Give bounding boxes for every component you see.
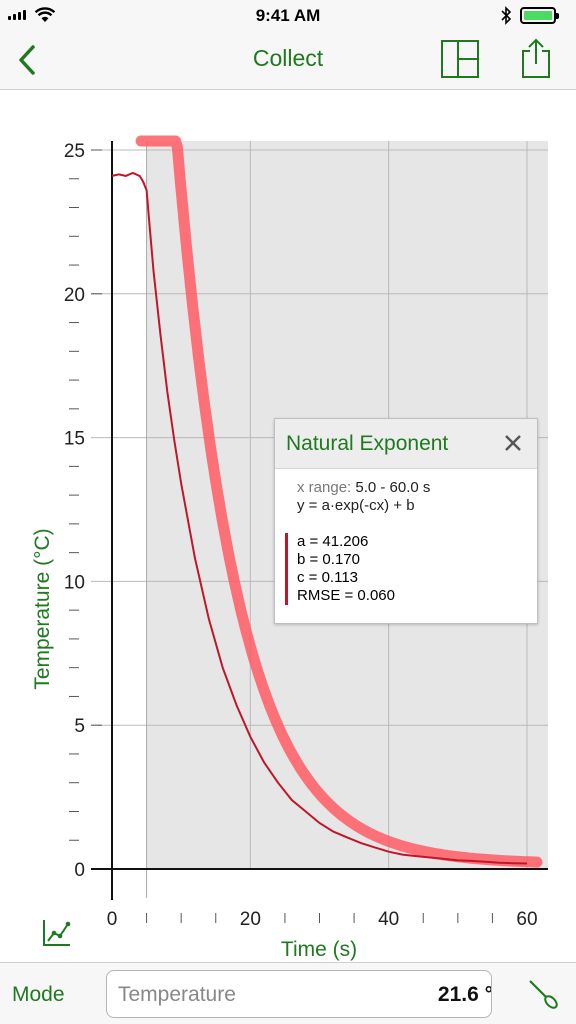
y-tick-label: 5 [74, 716, 85, 737]
curve-fit-panel-header: Natural Exponent [275, 419, 537, 469]
y-axis-label[interactable]: Temperature (°C) [31, 528, 54, 689]
rmse: RMSE = 0.060 [297, 587, 395, 604]
status-time: 9:41 AM [255, 6, 321, 25]
fit-curve [135, 135, 543, 868]
nav-bar: Collect [0, 32, 576, 90]
x-tick-label: 20 [240, 909, 261, 930]
layout-icon[interactable] [440, 39, 480, 79]
data-series-line [111, 171, 528, 865]
fit-parameters: a = 41.206 b = 0.170 c = 0.113 RMSE = 0.… [285, 533, 537, 605]
x-tick-label: 0 [107, 909, 118, 930]
x-range-row: x range: 5.0 - 60.0 s [297, 479, 537, 497]
wifi-icon [34, 7, 56, 22]
meter-value: 21.6 ° [437, 983, 492, 1006]
page-title: Collect [252, 45, 324, 71]
x-range-label: x range: [297, 479, 352, 496]
probe-icon[interactable] [526, 977, 562, 1013]
y-tick-label: 10 [64, 572, 85, 593]
x-tick-label: 60 [516, 909, 537, 930]
y-tick-label: 0 [74, 860, 85, 881]
meter-label: Temperature [118, 983, 236, 1006]
y-tick-label: 25 [64, 141, 85, 162]
param-b: b = 0.170 [297, 551, 360, 568]
x-range-value: 5.0 - 60.0 s [355, 479, 431, 496]
curve-fit-details: x range: 5.0 - 60.0 s y = a·exp(-cx) + b… [275, 469, 537, 605]
back-chevron-icon[interactable] [12, 42, 42, 78]
curve-fit-title[interactable]: Natural Exponent [286, 432, 449, 455]
curve-fit-panel: Natural Exponent x range: 5.0 - 60.0 s y… [274, 418, 538, 624]
signal-icon [8, 10, 26, 20]
fit-equation: y = a·exp(-cx) + b [297, 497, 415, 514]
mode-button[interactable]: Mode [12, 983, 65, 1006]
y-tick-label: 15 [64, 429, 85, 450]
param-c: c = 0.113 [297, 569, 359, 586]
minor-ticks [69, 149, 493, 923]
bottom-toolbar: Mode Temperature 21.6 ° [0, 962, 576, 1024]
y-tick-label: 20 [64, 285, 85, 306]
close-icon[interactable] [503, 433, 523, 453]
sensor-meter[interactable]: Temperature 21.6 ° [106, 970, 492, 1018]
status-bar: 9:41 AM [0, 0, 576, 32]
param-a: a = 41.206 [297, 533, 369, 550]
graph-options-icon[interactable] [43, 920, 71, 946]
battery-icon [520, 7, 559, 24]
bluetooth-icon [501, 6, 512, 25]
share-icon[interactable] [518, 37, 554, 79]
x-tick-label: 40 [378, 909, 399, 930]
x-axis-label[interactable]: Time (s) [281, 938, 357, 961]
